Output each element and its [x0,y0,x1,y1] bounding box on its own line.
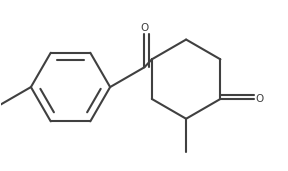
Text: O: O [140,23,149,33]
Text: O: O [256,94,264,104]
